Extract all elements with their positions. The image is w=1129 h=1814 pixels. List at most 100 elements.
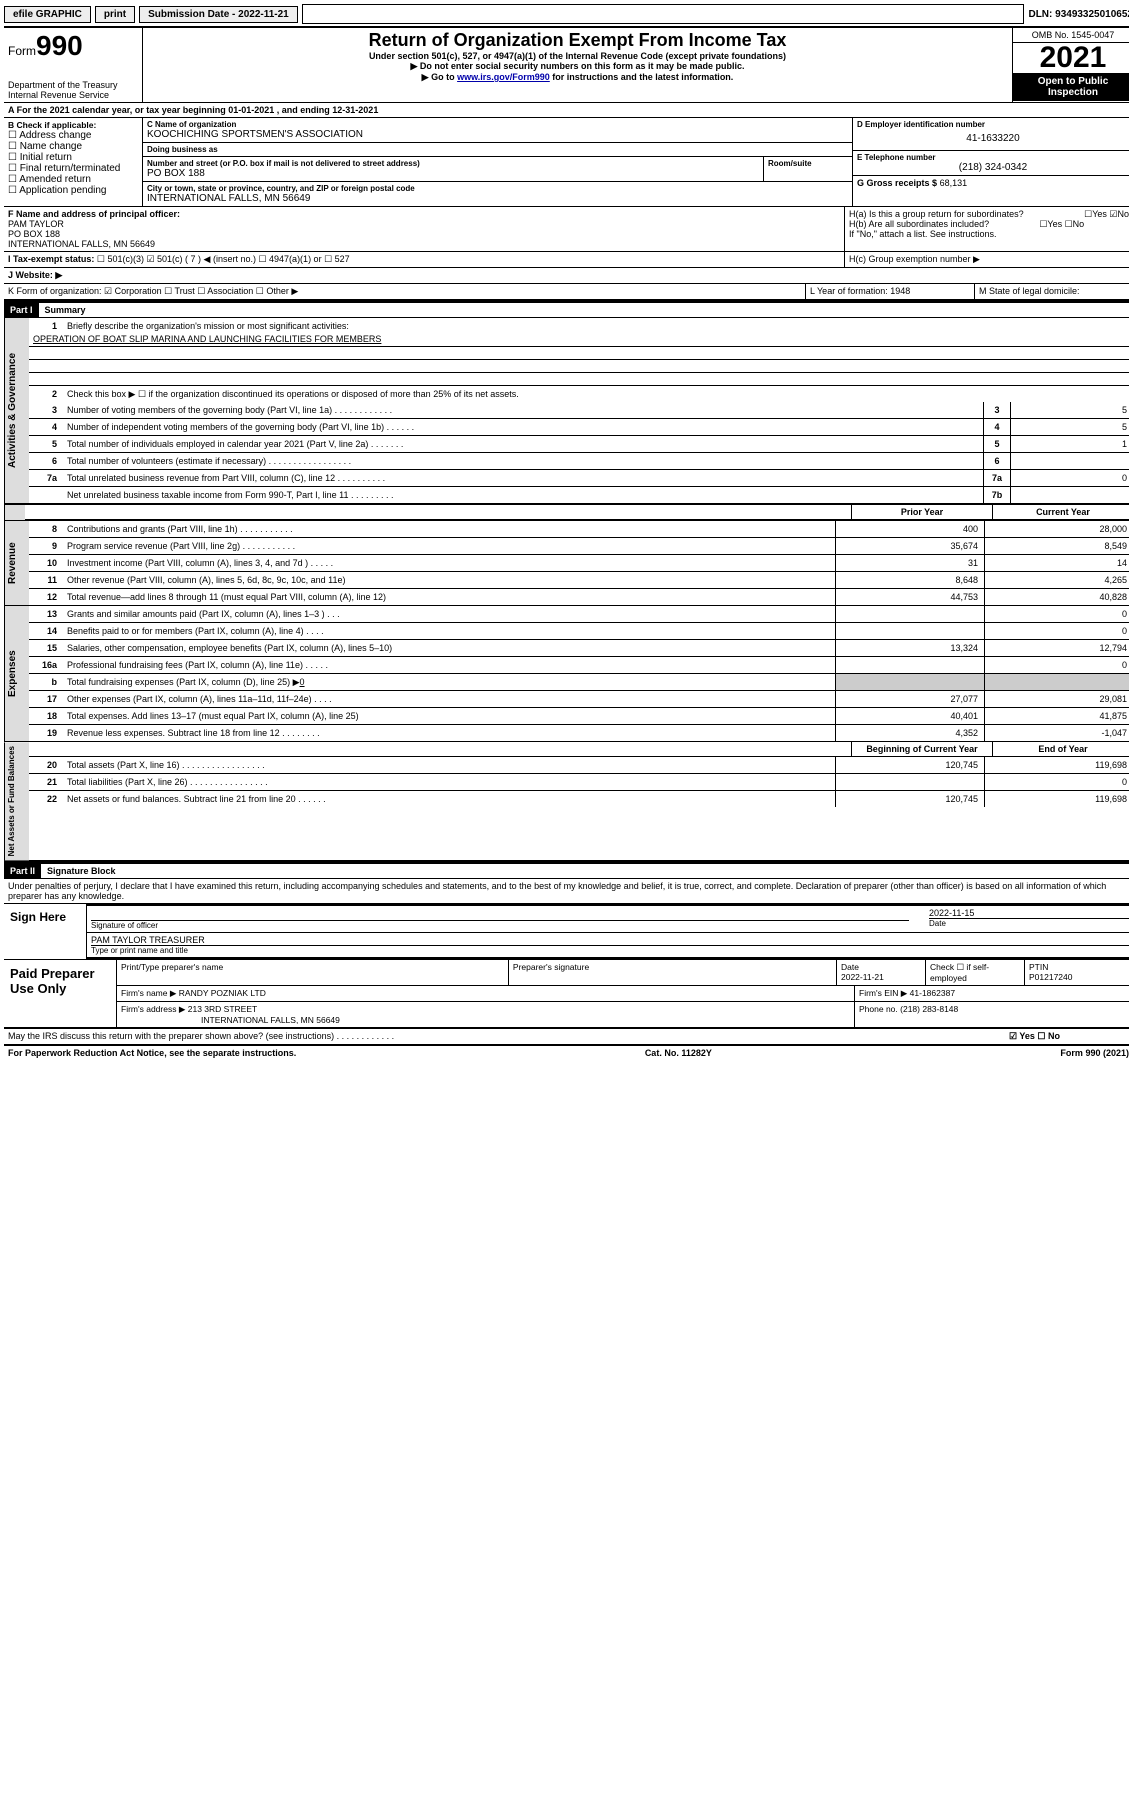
line10-current: 14	[984, 555, 1129, 571]
box-j-spacer	[845, 268, 1129, 283]
line14-current: 0	[984, 623, 1129, 639]
line5-text: Total number of individuals employed in …	[63, 438, 983, 450]
dln: DLN: 93493325010652	[1028, 9, 1129, 20]
declaration-text: Under penalties of perjury, I declare th…	[4, 879, 1129, 903]
line8-prior: 400	[835, 521, 984, 537]
line7b-val	[1010, 487, 1129, 503]
line18-text: Total expenses. Add lines 13–17 (must eq…	[63, 710, 835, 722]
mission-blank3	[29, 373, 1129, 386]
dba-cell: Doing business as	[143, 143, 852, 157]
col-beginning-year: Beginning of Current Year	[851, 742, 992, 756]
line13-current: 0	[984, 606, 1129, 622]
footer-left: For Paperwork Reduction Act Notice, see …	[8, 1048, 296, 1058]
line1-text: Briefly describe the organization's miss…	[63, 320, 1129, 332]
tax-year: 2021	[1013, 43, 1129, 73]
line2-text: Check this box ▶ ☐ if the organization d…	[63, 388, 1129, 401]
form-number: Form990	[8, 30, 138, 62]
sign-here-label: Sign Here	[4, 904, 86, 959]
box-j-website: J Website: ▶	[4, 268, 845, 283]
line21-end: 0	[984, 774, 1129, 790]
top-bar: efile GRAPHIC print Submission Date - 20…	[4, 4, 1129, 24]
line10-prior: 31	[835, 555, 984, 571]
efile-button[interactable]: efile GRAPHIC	[4, 6, 91, 23]
line17-text: Other expenses (Part IX, column (A), lin…	[63, 693, 835, 705]
prep-sig-label: Preparer's signature	[509, 960, 837, 985]
line21-text: Total liabilities (Part X, line 26) . . …	[63, 776, 835, 788]
form-note1: ▶ Do not enter social security numbers o…	[147, 61, 1008, 72]
chk-final-return[interactable]: ☐ Final return/terminated	[8, 163, 138, 174]
line4-text: Number of independent voting members of …	[63, 421, 983, 433]
prep-name-label: Print/Type preparer's name	[117, 960, 509, 985]
line20-text: Total assets (Part X, line 16) . . . . .…	[63, 759, 835, 771]
line19-prior: 4,352	[835, 725, 984, 741]
chk-name-change[interactable]: ☐ Name change	[8, 141, 138, 152]
mission-blank2	[29, 360, 1129, 373]
line13-text: Grants and similar amounts paid (Part IX…	[63, 608, 835, 620]
col-current-year: Current Year	[992, 505, 1129, 519]
line14-text: Benefits paid to or for members (Part IX…	[63, 625, 835, 637]
officer-name: PAM TAYLOR TREASURER	[91, 935, 1129, 945]
tab-expenses: Expenses	[4, 606, 29, 741]
instructions-link[interactable]: www.irs.gov/Form990	[457, 72, 550, 82]
col-end-year: End of Year	[992, 742, 1129, 756]
tab-revenue: Revenue	[4, 521, 29, 605]
line16b-prior	[835, 674, 984, 690]
org-name-cell: C Name of organization KOOCHICHING SPORT…	[143, 118, 852, 143]
form-header: Form990 Department of the Treasury Inter…	[4, 26, 1129, 103]
form-subtitle: Under section 501(c), 527, or 4947(a)(1)…	[147, 51, 1008, 61]
line22-end: 119,698	[984, 791, 1129, 807]
line9-current: 8,549	[984, 538, 1129, 554]
line18-current: 41,875	[984, 708, 1129, 724]
footer-right: Form 990 (2021)	[1060, 1048, 1129, 1058]
irs-label: Internal Revenue Service	[8, 90, 138, 100]
line16b-text: Total fundraising expenses (Part IX, col…	[63, 676, 835, 689]
line15-current: 12,794	[984, 640, 1129, 656]
line6-text: Total number of volunteers (estimate if …	[63, 455, 983, 467]
line7b-text: Net unrelated business taxable income fr…	[63, 489, 983, 501]
sig-officer-label: Signature of officer	[91, 920, 909, 930]
line17-prior: 27,077	[835, 691, 984, 707]
spacer	[302, 4, 1025, 24]
line11-current: 4,265	[984, 572, 1129, 588]
line19-current: -1,047	[984, 725, 1129, 741]
box-hc: H(c) Group exemption number ▶	[844, 252, 1129, 267]
part2-bar: Part II Signature Block	[4, 862, 1129, 879]
print-button[interactable]: print	[95, 6, 135, 23]
line9-prior: 35,674	[835, 538, 984, 554]
line9-text: Program service revenue (Part VIII, line…	[63, 540, 835, 552]
line4-val: 5	[1010, 419, 1129, 435]
line20-end: 119,698	[984, 757, 1129, 773]
gross-receipts: G Gross receipts $ 68,131	[853, 176, 1129, 190]
line8-text: Contributions and grants (Part VIII, lin…	[63, 523, 835, 535]
prep-self-employed[interactable]: Check ☐ if self-employed	[926, 960, 1025, 985]
line11-text: Other revenue (Part VIII, column (A), li…	[63, 574, 835, 586]
sig-date-label: Date	[929, 918, 1129, 928]
box-k-form-org: K Form of organization: ☑ Corporation ☐ …	[4, 284, 805, 299]
line8-current: 28,000	[984, 521, 1129, 537]
chk-application-pending[interactable]: ☐ Application pending	[8, 185, 138, 196]
chk-address-change[interactable]: ☐ Address change	[8, 130, 138, 141]
discuss-text: May the IRS discuss this return with the…	[8, 1031, 1009, 1042]
mission-text: OPERATION OF BOAT SLIP MARINA AND LAUNCH…	[29, 334, 1129, 347]
phone-cell: E Telephone number (218) 324-0342	[853, 151, 1129, 176]
prep-date-cell: Date2022-11-21	[837, 960, 926, 985]
line20-beg: 120,745	[835, 757, 984, 773]
line16a-text: Professional fundraising fees (Part IX, …	[63, 659, 835, 671]
open-inspection: Open to Public Inspection	[1013, 73, 1129, 101]
chk-initial-return[interactable]: ☐ Initial return	[8, 152, 138, 163]
room-cell: Room/suite	[763, 157, 852, 181]
discuss-answer[interactable]: ☑ Yes ☐ No	[1009, 1031, 1129, 1042]
box-l-year: L Year of formation: 1948	[805, 284, 974, 299]
line13-prior	[835, 606, 984, 622]
dept-treasury: Department of the Treasury	[8, 80, 138, 90]
box-h: H(a) Is this a group return for subordin…	[844, 207, 1129, 251]
chk-amended-return[interactable]: ☐ Amended return	[8, 174, 138, 185]
tab-spacer	[4, 505, 25, 520]
line7a-val: 0	[1010, 470, 1129, 486]
line18-prior: 40,401	[835, 708, 984, 724]
row-a-tax-year: A For the 2021 calendar year, or tax yea…	[4, 103, 1129, 118]
officer-name-label: Type or print name and title	[91, 945, 1129, 955]
firm-phone-cell: Phone no. (218) 283-8148	[855, 1002, 1129, 1027]
line3-text: Number of voting members of the governin…	[63, 404, 983, 416]
firm-addr-cell: Firm's address ▶ 213 3RD STREET INTERNAT…	[117, 1002, 855, 1027]
